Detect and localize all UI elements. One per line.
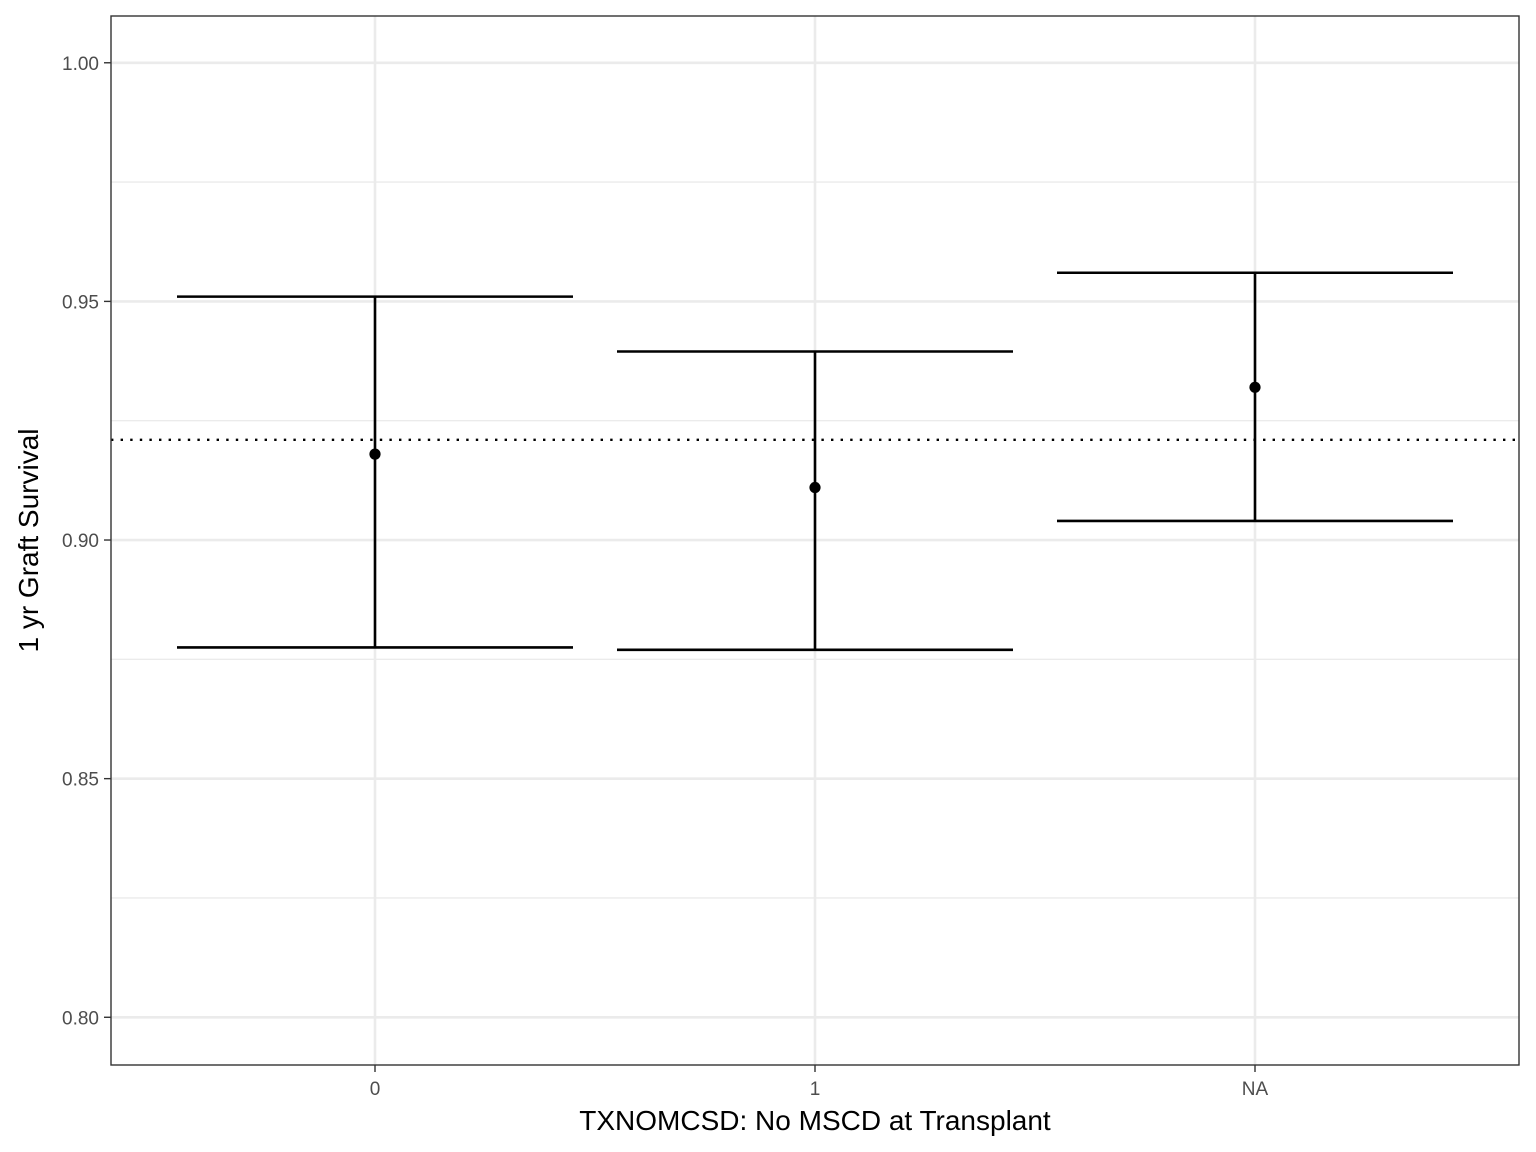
y-tick-label: 1.00 (62, 54, 99, 75)
points-layer (369, 381, 1261, 494)
grid-layer (111, 16, 1519, 1065)
y-axis-title: 1 yr Graft Survival (13, 428, 44, 652)
error-bars-layer (177, 271, 1453, 652)
x-tick-label: 0 (370, 1079, 381, 1100)
data-point (1249, 381, 1261, 393)
y-tick-label: 0.85 (62, 770, 99, 791)
x-tick-label: 1 (810, 1079, 821, 1100)
y-tick-label: 0.90 (62, 531, 99, 552)
y-tick-label: 0.95 (62, 292, 99, 313)
error-bar (1057, 271, 1453, 523)
y-tick-label: 0.80 (62, 1008, 99, 1029)
data-point (369, 448, 381, 460)
error-bar (617, 350, 1013, 652)
data-point (809, 481, 821, 494)
x-axis-title: TXNOMCSD: No MSCD at Transplant (579, 1105, 1051, 1136)
x-tick-label: NA (1242, 1079, 1269, 1100)
ticks-layer: 0.80 0.85 0.90 0.95 1.00 0 1 NA (62, 54, 1269, 1100)
error-bar (177, 295, 573, 649)
